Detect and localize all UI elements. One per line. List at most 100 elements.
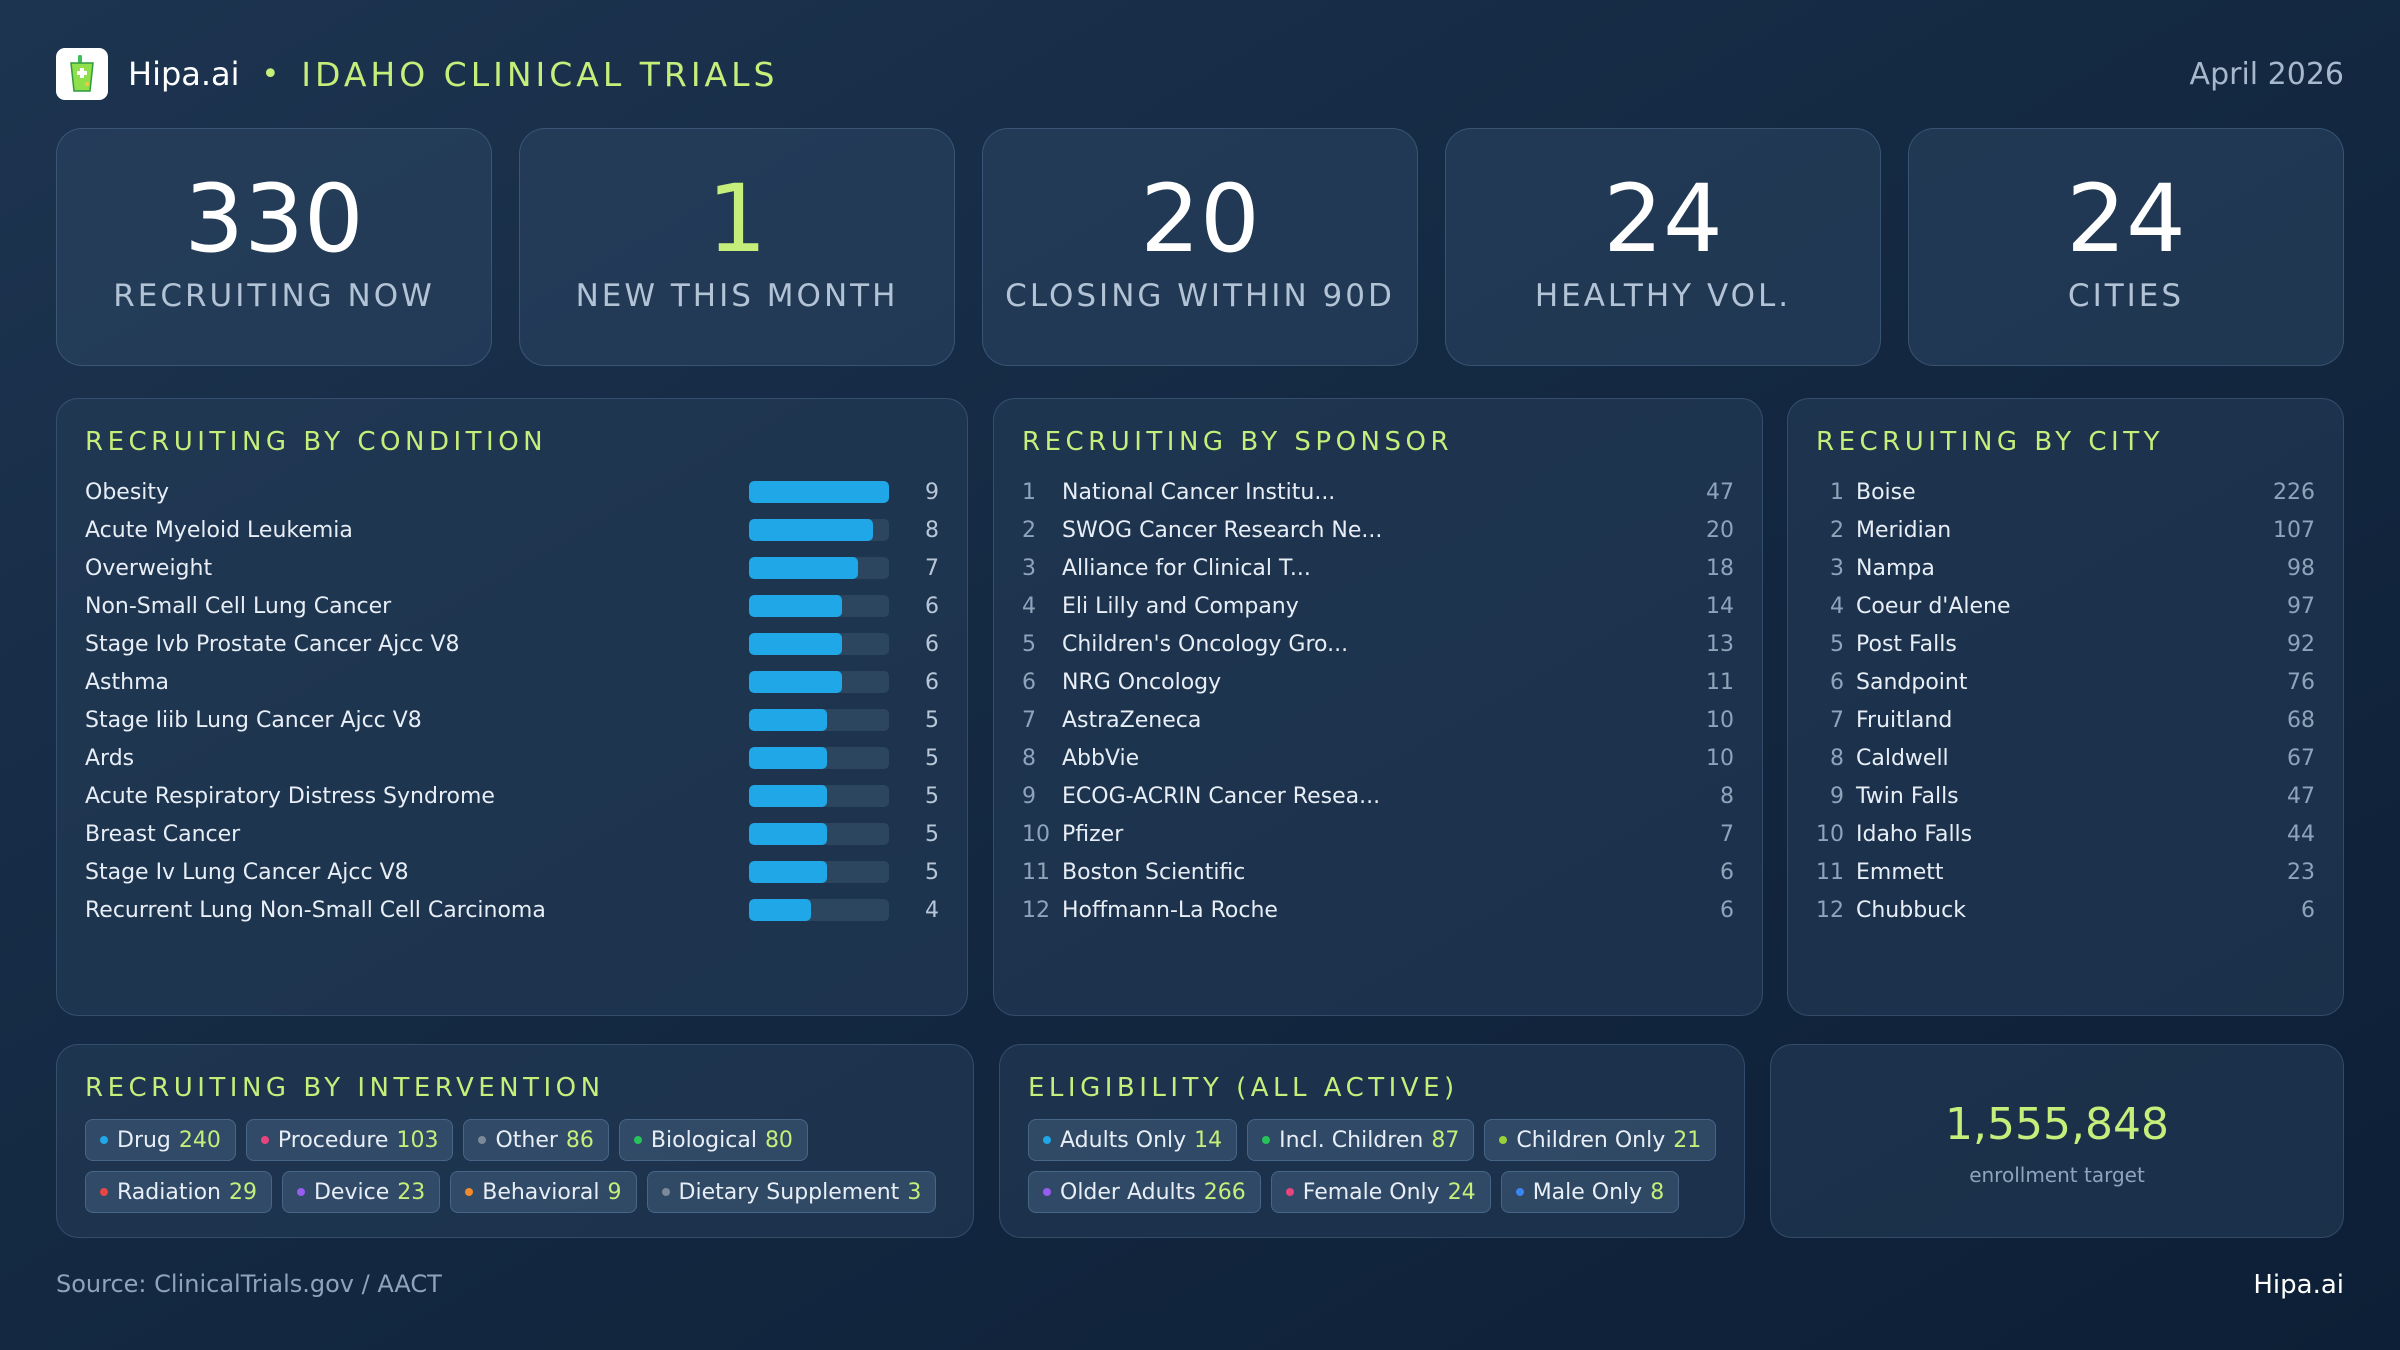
eligibility-count: 14 [1194, 1127, 1223, 1153]
city-rank: 8 [1830, 745, 1844, 771]
city-name: Coeur d'Alene [1856, 593, 2011, 619]
city-count: 6 [2301, 897, 2315, 923]
intervention-count: 23 [397, 1179, 426, 1205]
condition-bar-fill [749, 861, 827, 883]
city-rank: 3 [1830, 555, 1844, 581]
stat-label: CLOSING WITHIN 90D [1005, 277, 1395, 314]
city-row: 1 Boise 226 [1816, 473, 2315, 511]
intervention-count: 3 [907, 1179, 922, 1205]
city-name: Idaho Falls [1856, 821, 1973, 847]
sponsor-name: SWOG Cancer Research Ne... [1062, 517, 1383, 543]
eligibility-chip: Children Only 21 [1484, 1119, 1717, 1161]
eligibility-count: 21 [1673, 1127, 1702, 1153]
condition-bar-fill [749, 747, 827, 769]
footer-brand: Hipa.ai [2253, 1270, 2344, 1300]
stat-label: NEW THIS MONTH [575, 277, 899, 314]
sponsor-rank: 2 [1022, 517, 1036, 543]
condition-bar-fill [749, 785, 827, 807]
panel-by-condition: RECRUITING BY CONDITION Obesity 9 Acute My… [56, 398, 968, 1016]
city-name: Meridian [1856, 517, 1952, 543]
panel-title: ELIGIBILITY (ALL ACTIVE) [1028, 1073, 1459, 1103]
intervention-chip: Biological 80 [618, 1119, 808, 1161]
page-title: IDAHO CLINICAL TRIALS [301, 54, 779, 94]
city-count: 98 [2287, 555, 2315, 581]
eligibility-chip: Female Only 24 [1270, 1171, 1491, 1213]
city-count: 92 [2287, 631, 2315, 657]
eligibility-count: 8 [1650, 1179, 1665, 1205]
condition-name: Acute Respiratory Distress Syndrome [85, 783, 495, 809]
city-rank: 11 [1816, 859, 1844, 885]
condition-row: Stage Iiib Lung Cancer Ajcc V8 5 [85, 701, 939, 739]
sponsor-rank: 8 [1022, 745, 1036, 771]
intervention-chip: Other 86 [463, 1119, 609, 1161]
condition-count: 5 [925, 859, 939, 885]
city-list: 1 Boise 226 2 Meridian 107 3 Nampa 98 4 Coeur d'Al… [1816, 473, 2315, 929]
panel-title: RECRUITING BY CONDITION [85, 427, 548, 457]
city-name: Post Falls [1856, 631, 1957, 657]
eligibility-count: 266 [1203, 1179, 1246, 1205]
condition-row: Acute Myeloid Leukemia 8 [85, 511, 939, 549]
condition-list: Obesity 9 Acute Myeloid Leukemia 8 Overweigh… [85, 473, 939, 929]
condition-bar-track [749, 481, 889, 503]
condition-count: 6 [925, 593, 939, 619]
sponsor-rank: 10 [1022, 821, 1050, 847]
condition-count: 8 [925, 517, 939, 543]
intervention-dot-icon [465, 1188, 474, 1196]
condition-row: Overweight 7 [85, 549, 939, 587]
city-name: Fruitland [1856, 707, 1953, 733]
sponsor-list: 1 National Cancer Institu... 47 2 SWOG Cance… [1022, 473, 1734, 929]
intervention-dot-icon [100, 1188, 108, 1196]
sponsor-count: 11 [1706, 669, 1734, 695]
eligibility-chip: Male Only 8 [1500, 1171, 1680, 1213]
city-name: Caldwell [1856, 745, 1949, 771]
condition-name: Breast Cancer [85, 821, 241, 847]
intervention-chips: Drug 240 Procedure 103 Other 86 Biological 80 Ra… [85, 1119, 953, 1213]
condition-name: Stage Iiib Lung Cancer Ajcc V8 [85, 707, 422, 733]
condition-name: Overweight [85, 555, 213, 581]
intervention-label: Drug [117, 1127, 171, 1153]
stat-label: HEALTHY VOL. [1534, 277, 1792, 314]
stat-card-closing-within-90d: 20 CLOSING WITHIN 90D [982, 128, 1418, 366]
intervention-dot-icon [100, 1136, 108, 1144]
eligibility-label: Incl. Children [1279, 1127, 1424, 1153]
sponsor-row: 11 Boston Scientific 6 [1022, 853, 1734, 891]
condition-row: Asthma 6 [85, 663, 939, 701]
sponsor-count: 18 [1706, 555, 1734, 581]
city-row: 8 Caldwell 67 [1816, 739, 2315, 777]
intervention-chip: Device 23 [281, 1171, 441, 1213]
sponsor-row: 1 National Cancer Institu... 47 [1022, 473, 1734, 511]
condition-count: 5 [925, 821, 939, 847]
city-name: Emmett [1856, 859, 1944, 885]
condition-bar-fill [749, 671, 843, 693]
city-count: 107 [2273, 517, 2315, 543]
condition-count: 5 [925, 783, 939, 809]
city-rank: 12 [1816, 897, 1844, 923]
condition-name: Recurrent Lung Non-Small Cell Carcinoma [85, 897, 546, 923]
intervention-count: 80 [764, 1127, 793, 1153]
intervention-dot-icon [633, 1136, 642, 1144]
logo [56, 48, 108, 100]
eligibility-chip: Incl. Children 87 [1247, 1119, 1475, 1161]
intervention-chip: Dietary Supplement 3 [646, 1171, 937, 1213]
condition-name: Stage Iv Lung Cancer Ajcc V8 [85, 859, 409, 885]
intervention-dot-icon [260, 1136, 269, 1144]
sponsor-count: 20 [1706, 517, 1734, 543]
header: Hipa.ai • IDAHO CLINICAL TRIALS April 20… [56, 48, 2344, 100]
eligibility-label: Adults Only [1060, 1127, 1187, 1153]
city-row: 10 Idaho Falls 44 [1816, 815, 2315, 853]
sponsor-count: 7 [1720, 821, 1734, 847]
condition-bar-track [749, 709, 889, 731]
stat-value: 24 [2066, 165, 2186, 274]
enrollment-target-value: 1,555,848 [1945, 1099, 2169, 1150]
condition-count: 5 [925, 707, 939, 733]
condition-name: Asthma [85, 669, 169, 695]
sponsor-count: 6 [1720, 897, 1734, 923]
condition-bar-fill [749, 899, 812, 921]
city-row: 11 Emmett 23 [1816, 853, 2315, 891]
condition-bar-track [749, 519, 889, 541]
city-row: 12 Chubbuck 6 [1816, 891, 2315, 929]
condition-count: 5 [925, 745, 939, 771]
sponsor-name: AbbVie [1062, 745, 1140, 771]
eligibility-dot-icon [1043, 1136, 1051, 1144]
panel-eligibility: ELIGIBILITY (ALL ACTIVE) Adults Only 14 In… [999, 1044, 1745, 1238]
